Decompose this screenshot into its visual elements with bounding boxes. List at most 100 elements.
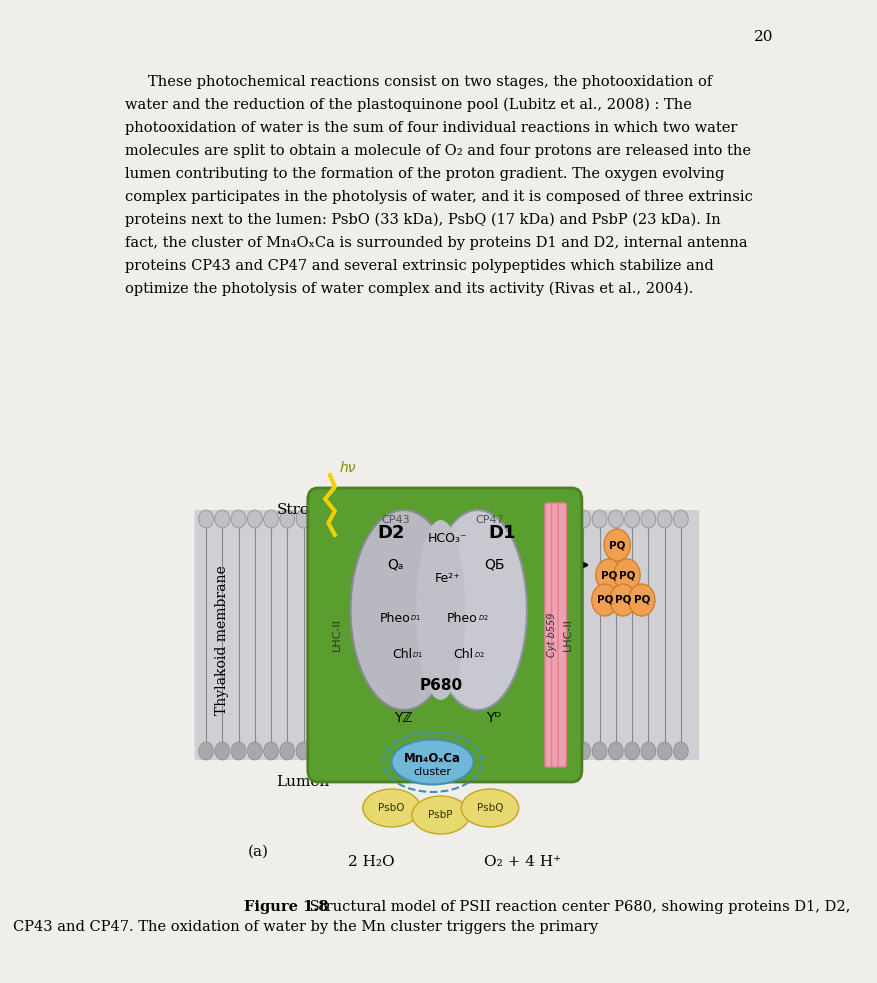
FancyBboxPatch shape	[545, 503, 553, 767]
FancyBboxPatch shape	[308, 488, 581, 782]
Text: CP43 and CP47. The oxidation of water by the Mn cluster triggers the primary: CP43 and CP47. The oxidation of water by…	[13, 920, 597, 934]
FancyBboxPatch shape	[558, 503, 566, 767]
Circle shape	[657, 510, 671, 528]
Text: Cyt b559: Cyt b559	[546, 612, 557, 658]
Text: fact, the cluster of Mn₄OₓCa is surrounded by proteins D1 and D2, internal anten: fact, the cluster of Mn₄OₓCa is surround…	[125, 236, 746, 250]
Text: water and the reduction of the plastoquinone pool (Lubitz et al., 2008) : The: water and the reduction of the plastoqui…	[125, 98, 691, 112]
Text: Chl: Chl	[453, 649, 473, 662]
Text: Pheo: Pheo	[446, 611, 477, 624]
Text: proteins next to the lumen: PsbO (33 kDa), PsbQ (17 kDa) and PsbP (23 kDa). In: proteins next to the lumen: PsbO (33 kDa…	[125, 213, 720, 227]
Text: cluster: cluster	[413, 767, 451, 777]
Text: $_{D2}$: $_{D2}$	[477, 613, 488, 623]
FancyBboxPatch shape	[195, 510, 698, 760]
Text: D2: D2	[377, 524, 405, 542]
FancyBboxPatch shape	[551, 503, 560, 767]
Circle shape	[595, 559, 622, 591]
Text: HCO₃⁻: HCO₃⁻	[427, 532, 467, 545]
Text: $_{D2}$: $_{D2}$	[473, 650, 484, 660]
Circle shape	[231, 510, 246, 528]
Text: Pheo: Pheo	[379, 611, 410, 624]
Circle shape	[263, 510, 278, 528]
Text: PQ: PQ	[614, 595, 631, 605]
Circle shape	[591, 584, 617, 616]
Text: PsbO: PsbO	[378, 803, 404, 813]
Text: Fe²⁺: Fe²⁺	[434, 571, 460, 585]
Circle shape	[624, 510, 638, 528]
Ellipse shape	[428, 510, 526, 710]
Text: LHC-II: LHC-II	[562, 618, 573, 652]
Circle shape	[640, 742, 655, 760]
Text: 2 H₂O: 2 H₂O	[347, 855, 394, 869]
Circle shape	[198, 742, 213, 760]
Circle shape	[610, 584, 635, 616]
Circle shape	[215, 510, 230, 528]
Text: Chl: Chl	[391, 649, 411, 662]
Text: CP43: CP43	[381, 515, 410, 525]
Text: Lumen: Lumen	[276, 775, 330, 789]
Text: Yᴰ: Yᴰ	[486, 711, 501, 725]
Circle shape	[296, 742, 310, 760]
Text: lumen contributing to the formation of the proton gradient. The oxygen evolving: lumen contributing to the formation of t…	[125, 167, 724, 181]
Circle shape	[312, 510, 327, 528]
Circle shape	[198, 510, 213, 528]
Text: PQ: PQ	[633, 595, 649, 605]
Text: hν: hν	[339, 461, 356, 475]
Circle shape	[592, 510, 606, 528]
Text: PsbP: PsbP	[428, 810, 453, 820]
Text: molecules are split to obtain a molecule of O₂ and four protons are released int: molecules are split to obtain a molecule…	[125, 144, 750, 158]
Text: P680: P680	[418, 677, 462, 692]
Text: $_{D1}$: $_{D1}$	[410, 613, 421, 623]
Text: complex participates in the photolysis of water, and it is composed of three ext: complex participates in the photolysis o…	[125, 190, 752, 204]
Circle shape	[613, 559, 639, 591]
Ellipse shape	[350, 510, 457, 710]
Text: proteins CP43 and CP47 and several extrinsic polypeptides which stabilize and: proteins CP43 and CP47 and several extri…	[125, 259, 713, 273]
Ellipse shape	[411, 796, 469, 834]
Text: PQ: PQ	[609, 540, 624, 550]
Text: QБ: QБ	[483, 558, 503, 572]
Text: PQ: PQ	[600, 570, 617, 580]
Circle shape	[657, 742, 671, 760]
Circle shape	[608, 510, 623, 528]
Text: photooxidation of water is the sum of four individual reactions in which two wat: photooxidation of water is the sum of fo…	[125, 121, 737, 135]
Circle shape	[247, 742, 262, 760]
Circle shape	[560, 742, 574, 760]
Text: Figure 1.8: Figure 1.8	[244, 900, 328, 914]
Ellipse shape	[391, 739, 473, 784]
Circle shape	[231, 742, 246, 760]
Text: optimize the photolysis of water complex and its activity (Rivas et al., 2004).: optimize the photolysis of water complex…	[125, 282, 692, 297]
Text: PsbQ: PsbQ	[476, 803, 503, 813]
Circle shape	[628, 584, 654, 616]
Text: PQ: PQ	[618, 570, 634, 580]
Text: These photochemical reactions consist on two stages, the photooxidation of: These photochemical reactions consist on…	[147, 75, 711, 89]
Text: PQ: PQ	[596, 595, 612, 605]
Text: CP47: CP47	[475, 515, 503, 525]
Circle shape	[673, 510, 688, 528]
Text: (a): (a)	[247, 845, 268, 859]
Circle shape	[560, 510, 574, 528]
Text: Yℤ: Yℤ	[394, 711, 413, 725]
Circle shape	[624, 742, 638, 760]
Circle shape	[575, 510, 590, 528]
Text: $_{D1}$: $_{D1}$	[411, 650, 423, 660]
Ellipse shape	[416, 520, 465, 700]
Text: O₂ + 4 H⁺: O₂ + 4 H⁺	[484, 855, 560, 869]
Circle shape	[312, 742, 327, 760]
Circle shape	[673, 742, 688, 760]
Text: D1: D1	[488, 524, 516, 542]
Text: LHC-II: LHC-II	[332, 618, 341, 652]
Ellipse shape	[460, 789, 518, 827]
Circle shape	[592, 742, 606, 760]
Text: Thylakoid membrane: Thylakoid membrane	[214, 565, 228, 715]
Circle shape	[640, 510, 655, 528]
Text: Qₐ: Qₐ	[387, 558, 403, 572]
Circle shape	[247, 510, 262, 528]
Circle shape	[280, 742, 295, 760]
Text: Stroma: Stroma	[276, 503, 332, 517]
Circle shape	[608, 742, 623, 760]
Circle shape	[575, 742, 590, 760]
Text: Structural model of PSII reaction center P680, showing proteins D1, D2,: Structural model of PSII reaction center…	[305, 900, 850, 914]
Circle shape	[296, 510, 310, 528]
Circle shape	[215, 742, 230, 760]
Ellipse shape	[362, 789, 420, 827]
Circle shape	[280, 510, 295, 528]
